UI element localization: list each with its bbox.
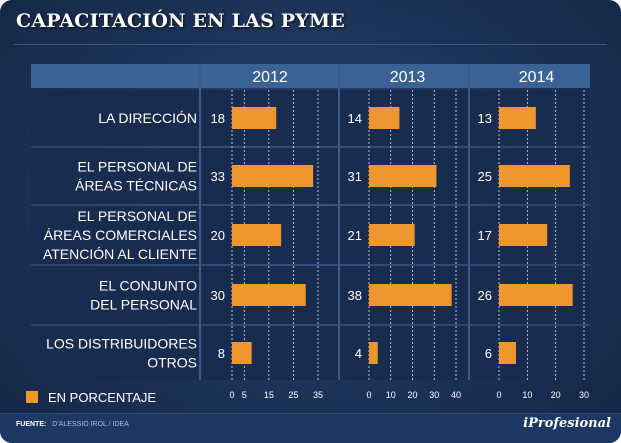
footer-bar (0, 413, 621, 443)
bar (499, 107, 536, 129)
bar-value-label: 38 (348, 288, 362, 303)
bar (369, 107, 400, 129)
bar-value-label: 17 (478, 228, 492, 243)
bar (499, 342, 516, 364)
bar (369, 165, 437, 187)
category-label: DEL PERSONAL (90, 297, 197, 313)
category-label: ÁREAS COMERCIALES (44, 227, 197, 243)
row-background (31, 206, 590, 264)
axis-tick-label: 15 (264, 390, 274, 400)
bar-value-label: 20 (211, 228, 225, 243)
source-line: FUENTE: D'ALESSIO IROL / IDEA (16, 421, 129, 428)
row-background (31, 326, 590, 380)
axis-tick-label: 20 (551, 390, 561, 400)
source-label: FUENTE: (16, 421, 47, 428)
axis-tick-label: 30 (429, 390, 439, 400)
category-label: OTROS (147, 355, 197, 371)
series-year-label: 2012 (252, 69, 288, 86)
bar (232, 165, 314, 187)
row-background (31, 266, 590, 324)
category-label: EL PERSONAL DE (77, 159, 197, 175)
source-value: D'ALESSIO IROL / IDEA (52, 421, 129, 428)
category-label: LA DIRECCIÓN (98, 110, 197, 126)
bar-value-label: 8 (218, 346, 225, 361)
bar-value-label: 33 (211, 169, 225, 184)
axis-tick-label: 10 (522, 390, 532, 400)
bar-value-label: 14 (348, 111, 362, 126)
chart-title: CAPACITACIÓN EN LAS PYME (16, 10, 345, 32)
category-label: ÁREAS TÉCNICAS (75, 178, 197, 194)
bar-value-label: 25 (478, 169, 492, 184)
bar (369, 284, 452, 306)
axis-tick-label: 5 (242, 390, 247, 400)
bar-value-label: 6 (485, 346, 492, 361)
bar (232, 224, 282, 246)
legend-label: EN PORCENTAJE (48, 389, 157, 405)
category-label: EL CONJUNTO (99, 278, 197, 294)
legend: EN PORCENTAJE (26, 388, 156, 406)
bar-value-label: 18 (211, 111, 225, 126)
bar-value-label: 4 (355, 346, 362, 361)
category-label: ATENCIÓN AL CLIENTE (43, 246, 197, 262)
header-band (31, 64, 590, 88)
bar (232, 107, 277, 129)
axis-tick-label: 25 (288, 390, 298, 400)
axis-tick-label: 35 (313, 390, 323, 400)
axis-tick-label: 40 (451, 390, 461, 400)
bar-value-label: 21 (348, 228, 362, 243)
bar (499, 284, 573, 306)
category-label: LOS DISTRIBUIDORES (46, 336, 197, 352)
axis-tick-label: 10 (386, 390, 396, 400)
series-year-label: 2013 (390, 69, 426, 86)
bar-value-label: 30 (211, 288, 225, 303)
axis-tick-label: 0 (366, 390, 371, 400)
title-divider (14, 44, 607, 45)
bar (369, 224, 415, 246)
bar (499, 224, 548, 246)
bar (499, 165, 570, 187)
bar (232, 342, 252, 364)
bar (232, 284, 306, 306)
series-year-label: 2014 (519, 69, 555, 86)
bar-value-label: 26 (478, 288, 492, 303)
axis-tick-label: 30 (579, 390, 589, 400)
legend-swatch (26, 391, 38, 403)
row-background (31, 90, 590, 146)
axis-tick-label: 0 (229, 390, 234, 400)
bar-value-label: 31 (348, 169, 362, 184)
bar-value-label: 13 (478, 111, 492, 126)
category-label: EL PERSONAL DE (77, 208, 197, 224)
bar (369, 342, 378, 364)
axis-tick-label: 20 (407, 390, 417, 400)
brand-logo: iProfesional (523, 416, 611, 431)
axis-tick-label: 0 (496, 390, 501, 400)
